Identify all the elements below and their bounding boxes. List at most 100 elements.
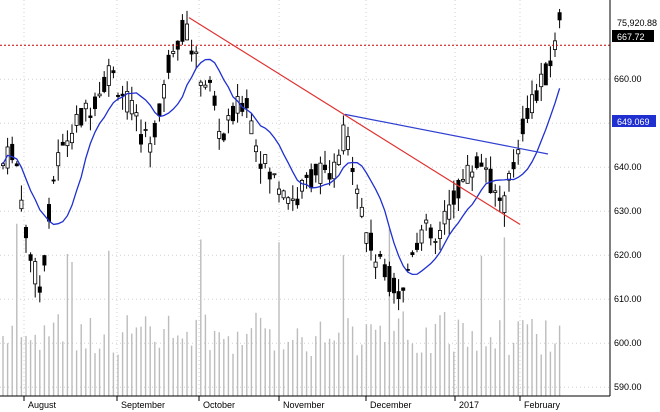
candle-body bbox=[378, 254, 383, 257]
candle-body bbox=[161, 84, 166, 99]
moving-average-label: 649.069 bbox=[617, 117, 650, 127]
candle-body bbox=[313, 163, 318, 176]
x-tick-label: February bbox=[524, 400, 561, 410]
candle-body bbox=[263, 154, 268, 164]
candle-body bbox=[299, 180, 304, 192]
candle-body bbox=[14, 163, 19, 167]
candle-body bbox=[221, 133, 226, 141]
candle-body bbox=[235, 96, 240, 114]
candle-body bbox=[129, 100, 134, 115]
candle-body bbox=[506, 173, 511, 181]
candle-body bbox=[189, 50, 194, 55]
x-tick-label: October bbox=[203, 400, 235, 410]
candle-body bbox=[70, 132, 75, 144]
y-tick-label: 620.00 bbox=[614, 250, 642, 260]
value-labels: 75,920.88 667.72 649.069 bbox=[612, 18, 657, 127]
candle-body bbox=[47, 204, 52, 222]
candle-body bbox=[336, 154, 341, 166]
candle-body bbox=[465, 164, 470, 184]
candle-body bbox=[184, 23, 189, 41]
candle-body bbox=[93, 96, 98, 110]
candle-body bbox=[525, 108, 530, 119]
candle-body bbox=[548, 60, 553, 67]
candle-body bbox=[543, 63, 548, 86]
candle-body bbox=[557, 12, 562, 21]
candle-body bbox=[493, 190, 498, 193]
candle-body bbox=[180, 19, 185, 42]
blue-trendline bbox=[344, 113, 549, 155]
candle-body bbox=[433, 241, 438, 243]
candle-body bbox=[516, 149, 521, 155]
candle-body bbox=[157, 103, 162, 117]
x-tick-label: November bbox=[283, 400, 325, 410]
candle-body bbox=[373, 261, 378, 268]
candle-body bbox=[520, 118, 525, 135]
candle-body bbox=[83, 102, 88, 110]
candle-body bbox=[138, 134, 143, 145]
last-volume-label: 75,920.88 bbox=[617, 18, 657, 28]
candle-body bbox=[382, 264, 387, 278]
candle-body bbox=[428, 227, 433, 239]
candle-body bbox=[341, 124, 346, 152]
candle-body bbox=[106, 65, 111, 86]
candle-body bbox=[295, 198, 300, 206]
candle-body bbox=[355, 188, 360, 194]
candle-body bbox=[391, 277, 396, 294]
candle-body bbox=[424, 219, 429, 224]
candle-body bbox=[322, 164, 327, 170]
y-tick-label: 600.00 bbox=[614, 338, 642, 348]
x-tick-label: December bbox=[370, 400, 412, 410]
candle-body bbox=[56, 152, 61, 167]
y-tick-label: 660.00 bbox=[614, 74, 642, 84]
candle-body bbox=[143, 129, 148, 131]
candle-body bbox=[350, 168, 355, 173]
candle-body bbox=[534, 90, 539, 101]
y-tick-label: 640.00 bbox=[614, 162, 642, 172]
moving-average-label-bg bbox=[612, 115, 656, 127]
candle-body bbox=[276, 188, 281, 195]
grid bbox=[0, 0, 610, 396]
candle-body bbox=[166, 54, 171, 73]
candle-body bbox=[401, 287, 406, 291]
candle-body bbox=[194, 51, 199, 54]
y-tick-label: 630.00 bbox=[614, 206, 642, 216]
moving-average-line bbox=[2, 58, 561, 276]
candle-body bbox=[28, 254, 33, 261]
candle-body bbox=[120, 93, 125, 97]
candle-body bbox=[42, 255, 47, 266]
candle-body bbox=[442, 210, 447, 225]
candle-body bbox=[290, 198, 295, 201]
candle-body bbox=[79, 107, 84, 126]
candle-body bbox=[497, 197, 502, 201]
candle-body bbox=[116, 95, 121, 97]
candle-body bbox=[456, 180, 461, 199]
candle-body bbox=[460, 179, 465, 182]
candle-body bbox=[345, 136, 350, 150]
candle-body bbox=[19, 199, 24, 210]
candle-body bbox=[451, 190, 456, 205]
candle-body bbox=[410, 252, 415, 256]
candle-body bbox=[474, 156, 479, 169]
candle-body bbox=[419, 229, 424, 244]
candle-body bbox=[226, 115, 231, 121]
candle-body bbox=[470, 171, 475, 178]
last-close-label-bg bbox=[612, 30, 654, 42]
candle-body bbox=[258, 163, 263, 169]
candle-body bbox=[249, 120, 254, 135]
candle-body bbox=[10, 143, 15, 161]
candle-body bbox=[530, 94, 535, 114]
candle-body bbox=[327, 173, 332, 180]
candle-body bbox=[51, 179, 56, 182]
candle-body bbox=[207, 79, 212, 83]
candle-body bbox=[217, 130, 222, 139]
candle-body bbox=[267, 171, 272, 180]
candle-body bbox=[171, 50, 176, 54]
candle-body bbox=[244, 98, 249, 109]
candle-body bbox=[97, 93, 102, 97]
candle-body bbox=[479, 162, 484, 167]
candle-body bbox=[359, 206, 364, 217]
candle-body bbox=[230, 105, 235, 122]
candle-body bbox=[37, 286, 42, 293]
candle-body bbox=[318, 162, 323, 184]
x-tick-label: August bbox=[28, 400, 57, 410]
